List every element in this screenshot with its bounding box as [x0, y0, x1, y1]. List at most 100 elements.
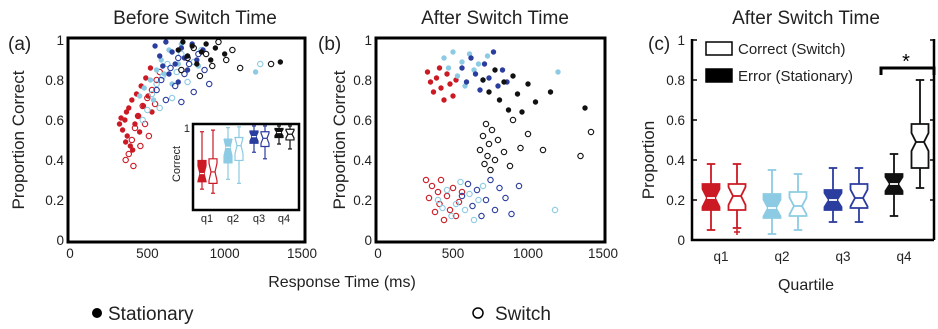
b-point-dark_blue-filled [486, 75, 492, 81]
inset-boxplot: Correct 1 q1 q2 q3 q4 [167, 120, 301, 226]
b-point-light_blue-open [439, 204, 446, 212]
a-point-red-open [134, 112, 142, 120]
b-point-black-open [476, 146, 484, 154]
b-point-red-open [434, 188, 442, 196]
b-ytick-label: 0 [364, 233, 372, 248]
a-point-dark_blue-filled [152, 43, 158, 49]
a-point-light_blue-open [168, 94, 176, 102]
panel-b-title: After Switch Time [421, 8, 569, 29]
inset-box-q1-switch-body [208, 158, 218, 184]
a-point-red-filled [129, 97, 135, 103]
b-ytick-label: 0.4 [353, 153, 372, 168]
b-point-dark_blue-filled [490, 49, 497, 55]
b-point-dark_blue-filled [468, 55, 474, 61]
inset-box-q2-switch-body [234, 136, 244, 162]
a-point-red-open [153, 76, 160, 84]
b-point-black-open [494, 136, 502, 144]
panel-c-xtick-label: q2 [774, 249, 789, 264]
panel-c-xtick-label: q4 [896, 249, 912, 264]
b-point-dark_blue-open [469, 202, 476, 210]
b-point-light_blue-open [434, 196, 442, 204]
b-point-red-open [452, 212, 460, 220]
a-point-light_blue-open [178, 50, 185, 58]
b-point-light_blue-filled [484, 53, 491, 59]
inset-box-q1-stationary-body [197, 159, 207, 183]
inset-ytick-1: 1 [184, 123, 190, 135]
b-point-black-open [484, 152, 491, 160]
b-point-red-open [428, 182, 436, 190]
a-point-light_blue-open [184, 78, 191, 86]
a-point-dark_blue-open [158, 76, 165, 84]
b-ytick-label: 0.2 [353, 193, 372, 208]
b-point-black-filled [532, 99, 539, 105]
panel-c-label: (c) [648, 34, 670, 55]
b-point-red-open [449, 184, 457, 192]
panel-b-axes-frame [374, 36, 607, 244]
a-point-black-open [184, 54, 191, 62]
a-point-red-filled [147, 65, 154, 71]
a-ytick-label: 0 [56, 233, 64, 248]
panel-c-box-q2-switch-body [788, 191, 808, 217]
panel-a-ylabel: Proportion Correct [9, 70, 28, 209]
a-point-black-open [178, 66, 185, 74]
a-point-dark_blue-filled [169, 49, 175, 55]
a-point-red-filled [116, 121, 123, 127]
a-point-black-filled [175, 47, 181, 53]
a-ytick-label: 0.8 [45, 73, 64, 88]
inset-box-q2-stationary-body [223, 138, 233, 164]
a-point-black-filled [208, 57, 214, 63]
a-point-red-filled [119, 127, 126, 133]
a-ytick-label: 0.4 [45, 153, 64, 168]
panel-a: (a) Before Switch Time Proportion Correc… [8, 8, 317, 261]
b-point-red-open [440, 216, 448, 224]
b-point-dark_blue-open [478, 212, 485, 220]
panel-a-axes-frame [66, 36, 307, 244]
b-point-light_blue-open [452, 200, 460, 208]
a-point-red-filled [126, 105, 132, 111]
inset-box-q3-switch-body [260, 131, 270, 148]
b-point-dark_blue-open [508, 210, 515, 218]
b-point-red-filled [430, 89, 437, 95]
a-point-red-open [125, 150, 133, 158]
b-point-red-open [437, 176, 445, 184]
panel-c-ytick-label: 0.6 [666, 113, 685, 128]
b-point-light_blue-open [448, 212, 455, 220]
a-point-black-filled [194, 61, 200, 67]
b-point-black-open [524, 130, 532, 138]
a-point-black-filled [180, 39, 186, 45]
b-point-red-filled [441, 97, 447, 103]
b-point-dark_blue-open [496, 184, 503, 192]
b-point-red-open [431, 208, 439, 216]
inset-xtick-label: q3 [253, 213, 265, 225]
a-point-red-open [128, 136, 136, 144]
b-point-black-filled [480, 77, 486, 83]
b-point-light_blue-open [475, 196, 482, 204]
b-point-dark_blue-open [515, 182, 523, 190]
a-point-light_blue-filled [147, 77, 154, 83]
panel-c-xtick-label: q3 [835, 249, 850, 264]
panel-c-box-q1-switch-outlier [734, 229, 740, 235]
a-point-black-open [236, 64, 244, 72]
b-point-black-open [509, 116, 517, 124]
a-xtick-label: 0 [66, 246, 74, 261]
legend-marker-stationary [92, 308, 102, 318]
a-point-red-filled [122, 117, 128, 123]
b-point-red-filled [447, 81, 453, 87]
a-point-light_blue-open [156, 104, 163, 112]
a-point-light_blue-filled [141, 85, 147, 91]
b-point-light_blue-filled [475, 61, 482, 67]
a-point-red-open [148, 86, 156, 94]
a-point-red-open [139, 102, 146, 110]
a-point-black-open [267, 60, 275, 68]
b-point-black-open [506, 162, 514, 170]
b-point-light_blue-open [461, 206, 469, 214]
a-point-dark_blue-open [162, 96, 170, 104]
b-point-black-open [517, 144, 524, 152]
a-point-light_blue-filled [169, 81, 175, 87]
b-point-black-open [539, 146, 547, 154]
legend-label-error: Error (Stationary) [738, 68, 853, 85]
b-point-black-open [485, 140, 493, 148]
b-point-red-filled [433, 75, 440, 81]
inset-xtick-label: q4 [278, 213, 290, 225]
a-point-black-open [209, 62, 216, 70]
